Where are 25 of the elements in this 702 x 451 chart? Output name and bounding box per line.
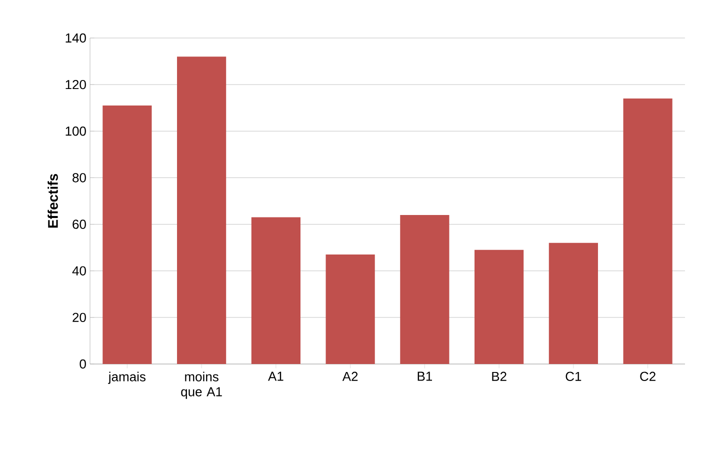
bar (177, 56, 226, 364)
x-tick-label: jamais (108, 372, 146, 384)
y-tick-label: 120 (66, 80, 86, 90)
y-tick-label: 80 (72, 173, 86, 182)
bar (623, 98, 672, 364)
bar (548, 242, 598, 364)
x-tick-label: C2 (640, 372, 656, 382)
y-tick-label: 40 (72, 266, 86, 276)
y-tick-label: 20 (72, 312, 86, 322)
x-tick-label: C1 (566, 372, 582, 382)
bar (400, 214, 450, 364)
x-tick-label: B1 (418, 372, 432, 381)
x-tick-label: moins que A1 (181, 372, 222, 399)
y-axis-title: Effectifs (48, 174, 58, 228)
bar (251, 217, 300, 364)
bar (474, 250, 524, 364)
x-tick-label: A2 (342, 372, 358, 381)
y-tick-label: 100 (66, 126, 86, 136)
x-tick-label: A1 (268, 372, 284, 381)
y-tick-label: 0 (80, 359, 86, 369)
bar (326, 254, 375, 364)
bar (102, 106, 152, 364)
y-tick-label: 140 (66, 33, 86, 43)
y-tick-label: 60 (72, 220, 86, 229)
x-tick-label: B2 (492, 372, 506, 381)
